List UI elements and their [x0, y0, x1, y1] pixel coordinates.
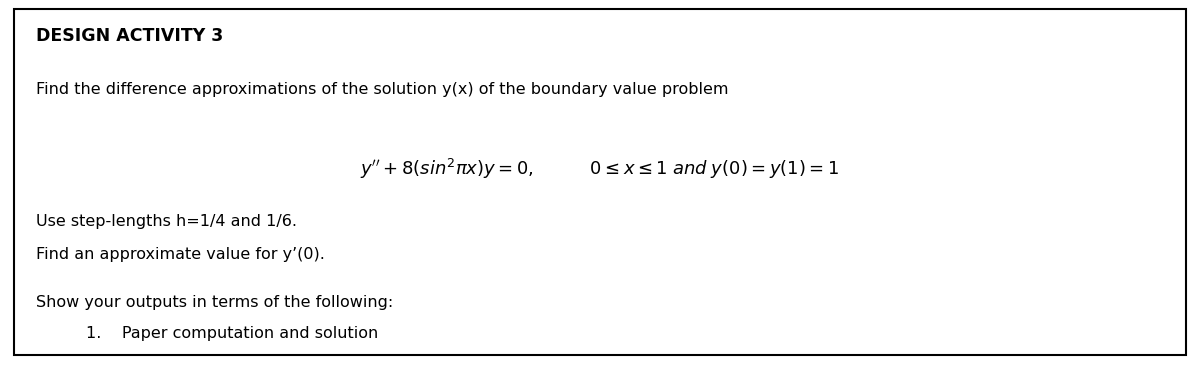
FancyBboxPatch shape [14, 9, 1186, 355]
Text: Find an approximate value for y’(0).: Find an approximate value for y’(0). [36, 247, 325, 262]
Text: Find the difference approximations of the solution y(x) of the boundary value pr: Find the difference approximations of th… [36, 82, 728, 97]
Text: 1.    Paper computation and solution: 1. Paper computation and solution [86, 326, 379, 341]
Text: $y'' + 8(sin^{2}\pi x)y = 0,$$\quad\quad\quad$$0 \leq x \leq 1 \; \mathit{and} \: $y'' + 8(sin^{2}\pi x)y = 0,$$\quad\quad… [360, 157, 840, 182]
Text: DESIGN ACTIVITY 3: DESIGN ACTIVITY 3 [36, 27, 223, 45]
Text: Use step-lengths h=1/4 and 1/6.: Use step-lengths h=1/4 and 1/6. [36, 214, 298, 229]
Text: Show your outputs in terms of the following:: Show your outputs in terms of the follow… [36, 295, 394, 310]
